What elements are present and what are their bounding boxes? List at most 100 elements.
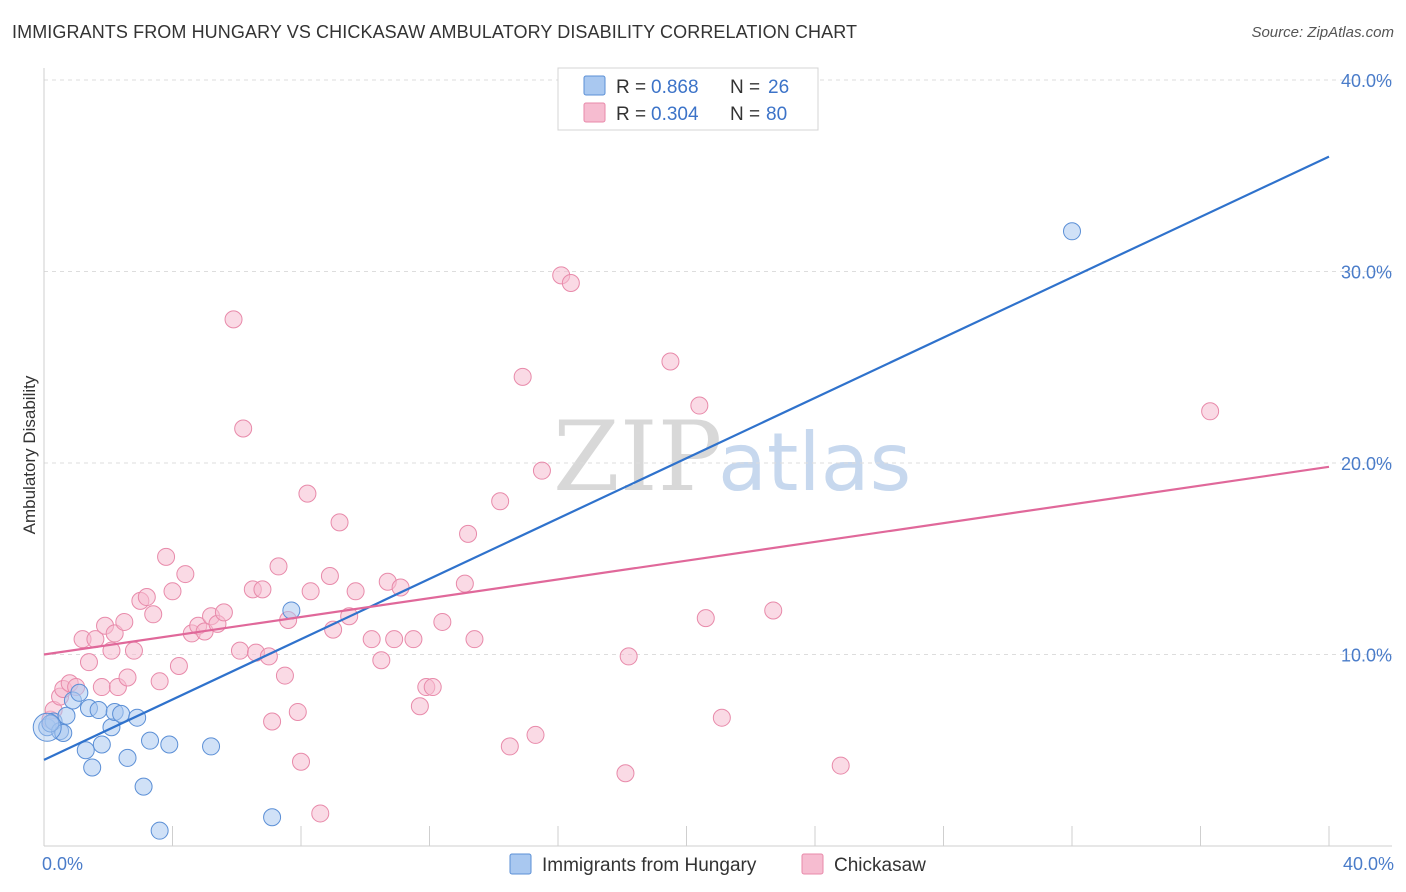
chickasaw-point <box>298 484 317 503</box>
hungary-point <box>92 735 111 754</box>
chickasaw-point <box>459 524 478 543</box>
hungary-swatch <box>583 75 606 96</box>
chickasaw-point <box>102 641 121 660</box>
chickasaw-point <box>385 630 404 649</box>
chickasaw-point <box>137 588 156 607</box>
x-tick-label-min: 0.0% <box>42 854 83 874</box>
chickasaw-n-value: 80 <box>766 104 787 125</box>
chickasaw-point <box>224 310 243 329</box>
chickasaw-point <box>163 582 182 601</box>
chickasaw-trend-line <box>43 465 1330 656</box>
hungary-n-value: 26 <box>768 77 789 98</box>
chickasaw-point <box>661 352 680 371</box>
chickasaw-point <box>372 651 391 670</box>
legend-hungary-swatch <box>509 853 532 875</box>
hungary-point <box>202 737 221 756</box>
chickasaw-point <box>831 756 850 775</box>
chickasaw-point <box>105 624 124 643</box>
hungary-trend-line <box>43 155 1330 761</box>
hungary-point <box>41 714 60 733</box>
chickasaw-point <box>157 547 176 566</box>
hungary-point <box>83 758 102 777</box>
hungary-point <box>76 741 95 760</box>
chickasaw-points <box>41 266 1220 823</box>
chickasaw-point <box>124 641 143 660</box>
legend-chickasaw-label: Chickasaw <box>834 855 926 876</box>
hungary-point-cluster <box>32 712 62 742</box>
chickasaw-point <box>619 647 638 666</box>
hungary-point <box>134 777 153 796</box>
y-tick-label: 10.0% <box>1341 646 1392 666</box>
hungary-point <box>57 706 76 725</box>
hungary-points <box>32 222 1081 840</box>
hungary-point <box>54 724 73 743</box>
chickasaw-point <box>500 737 519 756</box>
watermark-zip: ZIP <box>553 401 722 513</box>
chickasaw-swatch <box>583 102 606 123</box>
stats-legend: R = 0.868 N = 26 R = 0.304 N = 80 <box>557 67 819 131</box>
chickasaw-point <box>465 630 484 649</box>
series-legend: Immigrants from Hungary Chickasaw <box>509 853 926 876</box>
chickasaw-point <box>275 666 294 685</box>
hungary-r-label: R = <box>616 77 646 98</box>
hungary-point <box>263 808 282 827</box>
chickasaw-point <box>764 601 783 620</box>
chickasaw-point <box>433 612 452 631</box>
chickasaw-point <box>144 605 163 624</box>
chickasaw-point <box>690 396 709 415</box>
chickasaw-point <box>311 804 330 823</box>
hungary-point <box>141 731 160 750</box>
hungary-point <box>160 735 179 754</box>
trend-lines <box>43 155 1330 761</box>
chickasaw-point <box>423 678 442 697</box>
chickasaw-point <box>330 513 349 532</box>
chickasaw-point <box>455 574 474 593</box>
chickasaw-point <box>362 630 381 649</box>
hungary-point <box>150 821 169 840</box>
source-credit: Source: ZipAtlas.com <box>1251 24 1394 41</box>
legend-hungary-label: Immigrants from Hungary <box>542 855 757 876</box>
y-tick-label: 20.0% <box>1341 454 1392 474</box>
chickasaw-point <box>320 566 339 585</box>
chickasaw-point <box>404 630 423 649</box>
chickasaw-point <box>301 582 320 601</box>
gridlines <box>44 79 1392 655</box>
chickasaw-point <box>513 367 532 386</box>
hungary-point <box>89 701 108 720</box>
chart-title: IMMIGRANTS FROM HUNGARY VS CHICKASAW AMB… <box>12 22 858 42</box>
y-tick-labels: 10.0% 20.0% 30.0% 40.0% <box>1341 71 1392 666</box>
chickasaw-point <box>712 708 731 727</box>
hungary-n-label: N = <box>730 77 760 98</box>
chickasaw-point <box>696 609 715 628</box>
hungary-r-value: 0.868 <box>651 77 699 98</box>
chickasaw-point <box>288 702 307 721</box>
chickasaw-point <box>532 461 551 480</box>
chickasaw-n-label: N = <box>730 104 760 125</box>
chickasaw-point <box>346 582 365 601</box>
chickasaw-point <box>118 668 137 687</box>
chickasaw-point <box>263 712 282 731</box>
chickasaw-point <box>561 273 580 292</box>
chickasaw-point <box>214 603 233 622</box>
y-axis-label: Ambulatory Disability <box>20 375 39 534</box>
chickasaw-point <box>292 752 310 771</box>
chickasaw-point <box>269 557 288 576</box>
chickasaw-point <box>616 764 635 783</box>
chickasaw-point <box>491 492 510 511</box>
x-tick-label-max: 40.0% <box>1343 854 1394 874</box>
chickasaw-point <box>253 580 272 599</box>
chickasaw-point <box>234 419 253 438</box>
chickasaw-point <box>115 612 134 631</box>
chickasaw-point <box>1201 402 1220 421</box>
chickasaw-point <box>92 678 111 697</box>
chickasaw-r-label: R = <box>616 104 646 125</box>
hungary-point <box>118 748 137 767</box>
chickasaw-point <box>230 641 249 660</box>
chickasaw-r-value: 0.304 <box>651 104 699 125</box>
legend-chickasaw-swatch <box>801 853 824 875</box>
hungary-point <box>1063 222 1081 241</box>
hungary-point <box>70 683 89 702</box>
chickasaw-point <box>150 672 169 691</box>
chickasaw-point <box>176 565 195 584</box>
